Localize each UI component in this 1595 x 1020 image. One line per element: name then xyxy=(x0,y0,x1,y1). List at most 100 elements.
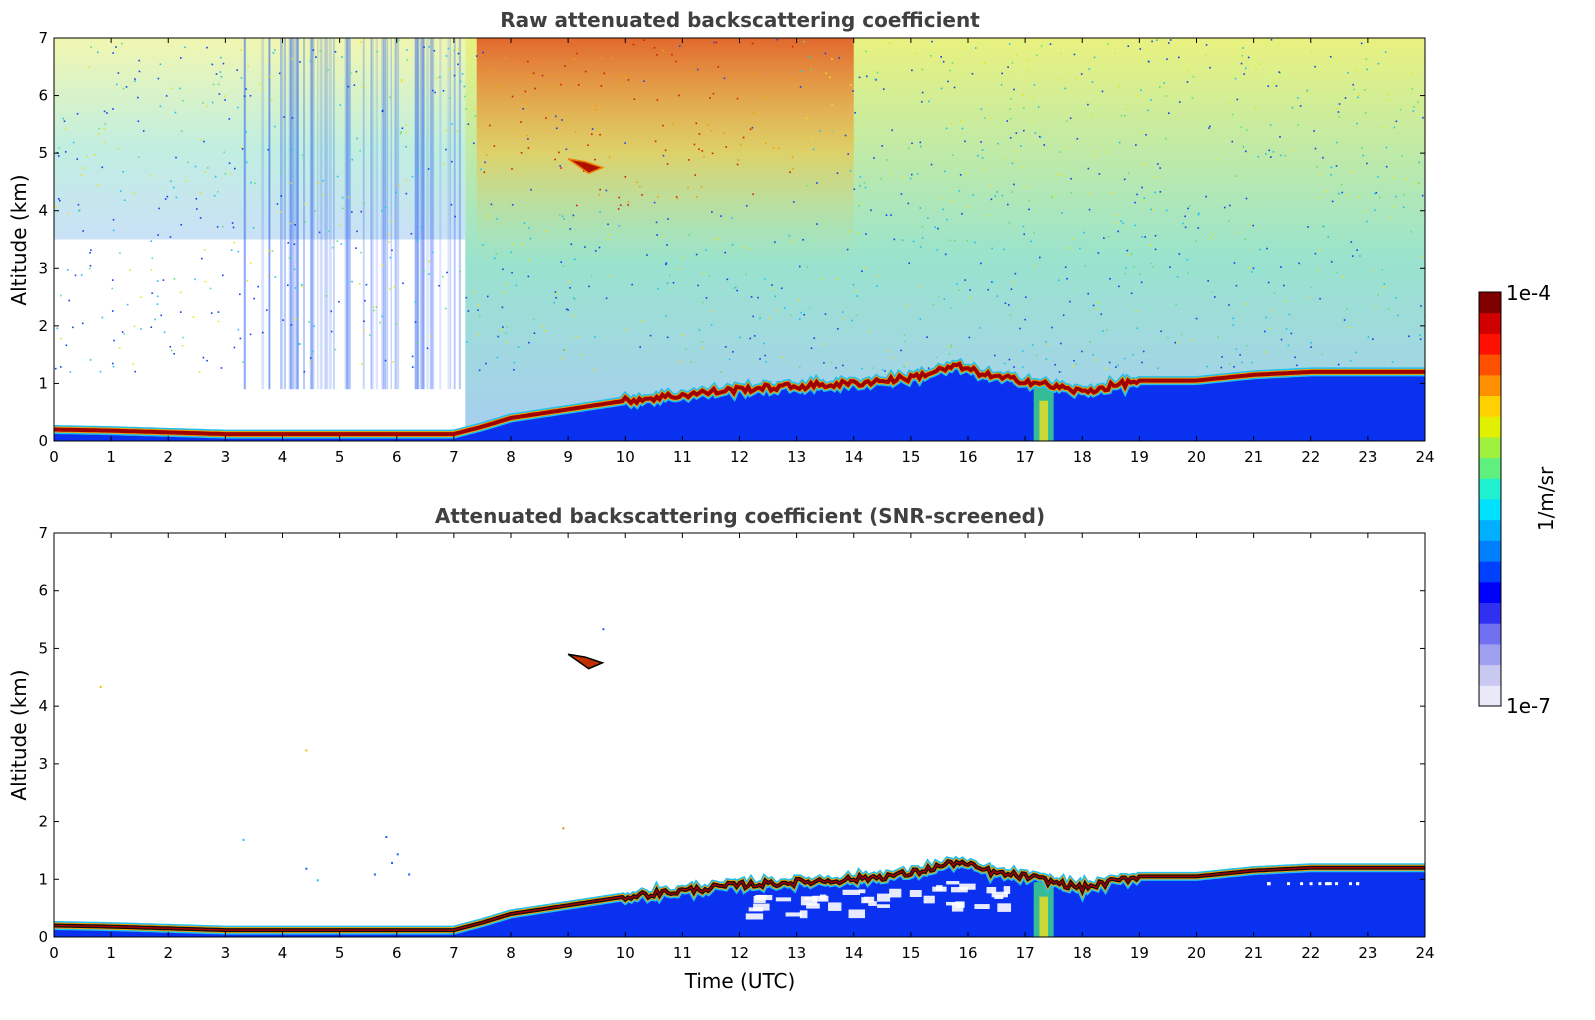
noise-speckle xyxy=(780,287,783,290)
noise-speckle xyxy=(662,124,664,127)
noise-speckle xyxy=(1310,346,1312,348)
noise-speckle xyxy=(330,330,333,333)
colorbar-unit-label: 1/m/sr xyxy=(1534,466,1558,531)
noise-speckle xyxy=(274,125,276,128)
noise-speckle xyxy=(228,162,231,164)
noise-speckle xyxy=(358,283,361,285)
noise-speckle xyxy=(1335,141,1338,144)
noise-speckle xyxy=(577,84,580,86)
noise-speckle xyxy=(288,257,291,259)
noise-speckle xyxy=(806,184,808,187)
noise-streak xyxy=(297,38,299,390)
noise-speckle xyxy=(241,148,244,150)
noise-speckle xyxy=(173,352,176,355)
noise-speckle xyxy=(169,345,172,348)
noise-speckle xyxy=(1137,95,1139,97)
noise-speckle xyxy=(395,191,397,194)
noise-speckle xyxy=(901,239,904,241)
noise-speckle xyxy=(750,296,753,298)
noise-speckle xyxy=(846,248,849,251)
noise-speckle xyxy=(1150,99,1152,101)
noise-speckle xyxy=(781,356,784,359)
noise-speckle xyxy=(1007,66,1009,69)
noise-speckle xyxy=(730,217,733,219)
noise-speckle xyxy=(553,301,555,304)
noise-speckle xyxy=(864,186,867,189)
noise-speckle xyxy=(824,52,827,55)
noise-speckle xyxy=(400,131,403,133)
noise-speckle xyxy=(1015,132,1018,134)
noise-speckle xyxy=(465,108,467,110)
noise-speckle xyxy=(984,117,986,120)
noise-speckle xyxy=(1366,162,1368,165)
noise-speckle xyxy=(76,158,79,160)
noise-speckle xyxy=(798,318,801,320)
noise-speckle xyxy=(1154,234,1157,237)
noise-speckle xyxy=(1087,192,1090,195)
noise-speckle xyxy=(170,87,173,90)
noise-speckle xyxy=(231,222,234,224)
noise-speckle xyxy=(137,120,140,123)
noise-speckle xyxy=(398,184,401,187)
noise-speckle xyxy=(618,225,621,227)
noise-speckle xyxy=(260,89,263,91)
noise-speckle xyxy=(574,298,577,300)
noise-speckle xyxy=(156,295,159,298)
noise-speckle xyxy=(1285,328,1288,330)
noise-speckle xyxy=(1123,178,1126,181)
x-tick-label: 8 xyxy=(506,448,516,466)
noise-speckle xyxy=(78,209,81,211)
noise-speckle xyxy=(1283,284,1285,287)
noise-speckle xyxy=(1007,203,1009,206)
noise-speckle xyxy=(242,361,244,363)
noise-speckle xyxy=(393,285,396,288)
plot-area xyxy=(54,533,1425,937)
noise-speckle xyxy=(728,358,731,361)
noise-streak xyxy=(317,38,319,390)
noise-speckle xyxy=(1087,167,1090,170)
noise-speckle xyxy=(1149,244,1152,247)
x-tick-label: 3 xyxy=(221,448,231,466)
noise-speckle xyxy=(893,238,896,241)
noise-speckle xyxy=(882,88,885,90)
noise-speckle xyxy=(994,354,996,357)
noise-speckle xyxy=(1033,121,1036,124)
noise-speckle xyxy=(677,268,679,270)
noise-speckle xyxy=(1235,284,1238,287)
noise-speckle xyxy=(665,262,668,265)
noise-speckle xyxy=(1165,95,1168,97)
noise-speckle xyxy=(1030,240,1033,243)
noise-streak xyxy=(327,38,329,390)
noise-speckle xyxy=(375,306,378,308)
noise-speckle xyxy=(467,310,470,312)
elevated-layer xyxy=(567,653,605,670)
noise-speckle xyxy=(1318,173,1321,176)
noise-speckle xyxy=(1347,71,1349,74)
below-layer-fill xyxy=(54,366,1425,441)
noise-speckle xyxy=(1192,75,1195,78)
noise-speckle xyxy=(184,46,186,49)
noise-speckle xyxy=(805,117,808,120)
noise-speckle xyxy=(451,123,453,125)
y-tick-label: 0 xyxy=(38,432,48,450)
panel-title: Attenuated backscattering coefficient (S… xyxy=(435,504,1045,528)
noise-speckle xyxy=(1232,317,1234,320)
noise-speckle xyxy=(641,320,644,323)
plot-area xyxy=(54,38,1425,441)
noise-speckle xyxy=(561,119,563,121)
noise-speckle xyxy=(448,68,450,70)
noise-speckle xyxy=(572,314,575,317)
y-tick-label: 1 xyxy=(38,870,48,888)
noise-speckle xyxy=(950,344,953,346)
noise-speckle xyxy=(1270,38,1273,41)
noise-speckle xyxy=(550,74,553,77)
noise-speckle xyxy=(1267,281,1270,284)
screened-gap xyxy=(842,889,861,895)
noise-speckle xyxy=(797,299,800,302)
noise-speckle xyxy=(1420,305,1422,307)
noise-streak xyxy=(329,38,332,390)
noise-speckle xyxy=(903,334,906,336)
noise-speckle xyxy=(1296,364,1298,367)
noise-speckle xyxy=(308,321,310,323)
noise-speckle xyxy=(605,297,608,300)
